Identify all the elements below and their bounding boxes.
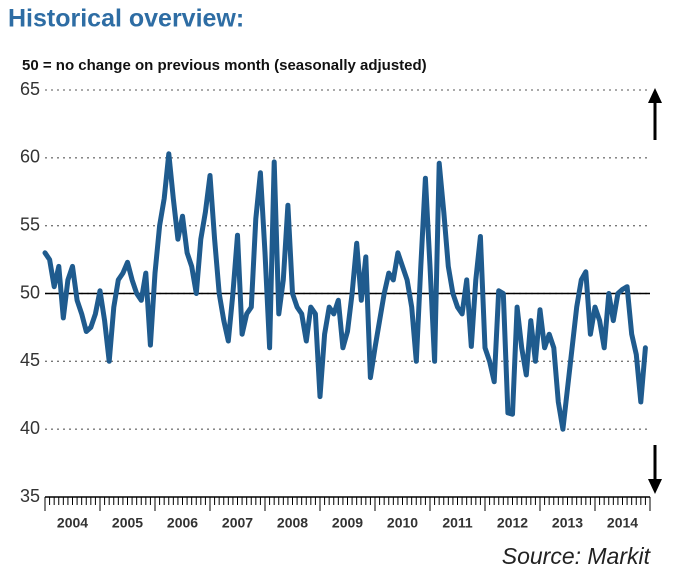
- x-tick-label: 2012: [497, 515, 528, 531]
- source: Source: Markit: [502, 543, 652, 569]
- chart-title: Historical overview:: [8, 5, 244, 33]
- chart-subtitle: 50 = no change on previous month (season…: [22, 57, 427, 74]
- x-tick-label: 2004: [57, 515, 88, 531]
- y-tick-label: 60: [20, 147, 40, 167]
- y-tick-label: 55: [20, 214, 40, 234]
- x-tick-label: 2014: [607, 515, 638, 531]
- x-tick-label: 2007: [222, 515, 253, 531]
- y-tick-label: 45: [20, 350, 40, 370]
- x-tick-label: 2006: [167, 515, 198, 531]
- y-tick-label: 65: [20, 79, 40, 99]
- y-tick-label: 40: [20, 418, 40, 438]
- up-arrow: [648, 88, 662, 140]
- x-tick-label: 2010: [387, 515, 418, 531]
- x-tick-label: 2011: [442, 515, 473, 531]
- x-tick-label: 2009: [332, 515, 363, 531]
- y-tick-label: 50: [20, 282, 40, 302]
- y-tick-label: 35: [20, 486, 40, 506]
- x-tick-label: 2005: [112, 515, 143, 531]
- x-tick-label: 2008: [277, 515, 308, 531]
- x-tick-label: 2013: [552, 515, 583, 531]
- down-arrow: [648, 445, 662, 494]
- data-line: [42, 151, 648, 432]
